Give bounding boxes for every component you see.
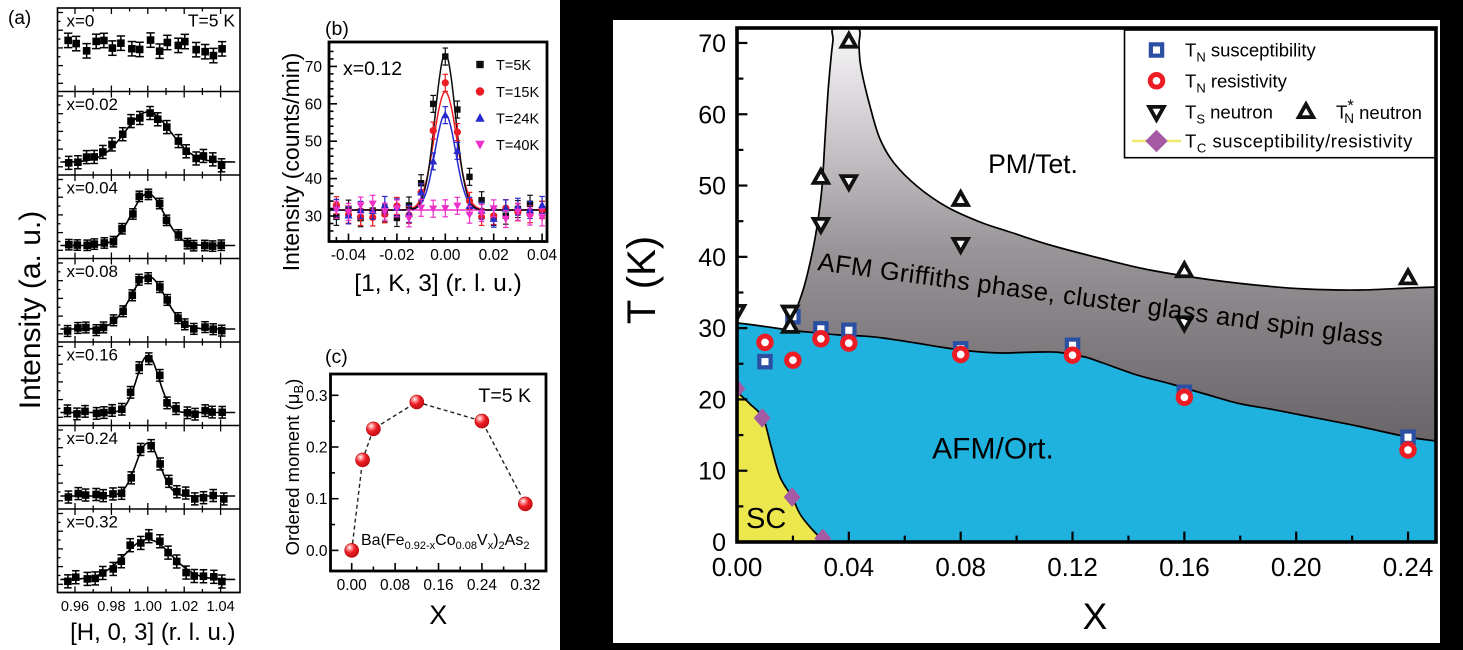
- svg-text:Intensity (a. u.): Intensity (a. u.): [14, 211, 47, 409]
- svg-text:0.08: 0.08: [380, 577, 410, 594]
- svg-text:0.16: 0.16: [423, 577, 453, 594]
- svg-text:T=5 K: T=5 K: [188, 11, 236, 31]
- svg-text:0.0: 0.0: [306, 543, 328, 560]
- svg-text:SC: SC: [746, 503, 786, 535]
- svg-text:0.32: 0.32: [510, 577, 540, 594]
- svg-text:AFM/Ort.: AFM/Ort.: [932, 433, 1054, 466]
- svg-text:60: 60: [305, 96, 323, 113]
- svg-text:x=0.32: x=0.32: [67, 513, 119, 532]
- svg-text:x=0.08: x=0.08: [67, 262, 119, 281]
- svg-text:10: 10: [698, 458, 726, 486]
- svg-text:x=0.04: x=0.04: [67, 179, 119, 198]
- svg-text:0.08: 0.08: [935, 552, 986, 582]
- svg-text:0.04: 0.04: [823, 552, 874, 582]
- svg-text:(a): (a): [8, 8, 31, 29]
- svg-text:T=5 K: T=5 K: [478, 385, 531, 407]
- svg-text:1.00: 1.00: [134, 599, 162, 615]
- svg-text:-0.04: -0.04: [331, 247, 367, 264]
- svg-text:0.24: 0.24: [467, 577, 498, 594]
- svg-text:TC susceptibility/resistivity: TC susceptibility/resistivity: [1185, 131, 1413, 156]
- svg-text:0.96: 0.96: [61, 599, 89, 615]
- svg-text:0.2: 0.2: [306, 440, 328, 457]
- svg-text:0.1: 0.1: [306, 491, 328, 508]
- svg-text:x=0.12: x=0.12: [343, 58, 402, 80]
- svg-text:0.20: 0.20: [1271, 552, 1322, 582]
- svg-text:0: 0: [712, 529, 726, 557]
- svg-text:0.3: 0.3: [306, 388, 328, 405]
- svg-text:(b): (b): [325, 18, 349, 40]
- svg-text:T=15K: T=15K: [496, 85, 539, 101]
- svg-text:(c): (c): [325, 346, 348, 368]
- svg-text:x=0.16: x=0.16: [67, 346, 119, 365]
- svg-text:30: 30: [698, 315, 726, 343]
- svg-text:40: 40: [698, 244, 726, 272]
- svg-text:x=0: x=0: [67, 12, 95, 31]
- svg-text:20: 20: [698, 386, 726, 414]
- svg-text:0.00: 0.00: [712, 552, 763, 582]
- svg-text:70: 70: [305, 59, 323, 76]
- svg-text:0.98: 0.98: [97, 599, 125, 615]
- svg-text:TN susceptibility: TN susceptibility: [1185, 40, 1316, 65]
- svg-text:60: 60: [698, 101, 726, 129]
- svg-text:T=5K: T=5K: [496, 58, 531, 74]
- svg-text:-0.02: -0.02: [379, 247, 414, 264]
- svg-text:x=0.02: x=0.02: [67, 95, 119, 114]
- svg-text:0.02: 0.02: [479, 247, 509, 264]
- svg-text:X: X: [429, 600, 447, 630]
- svg-text:x=0.24: x=0.24: [67, 429, 119, 448]
- svg-text:1.04: 1.04: [206, 599, 234, 615]
- svg-text:50: 50: [698, 173, 726, 201]
- svg-text:40: 40: [305, 171, 323, 188]
- svg-text:0.16: 0.16: [1159, 552, 1210, 582]
- svg-text:[1, K, 3] (r. l. u.): [1, K, 3] (r. l. u.): [354, 270, 521, 297]
- svg-text:X: X: [1083, 596, 1108, 637]
- svg-text:0.00: 0.00: [430, 247, 461, 264]
- svg-text:0.04: 0.04: [527, 247, 558, 264]
- svg-text:T=24K: T=24K: [496, 112, 539, 128]
- svg-text:PM/Tet.: PM/Tet.: [988, 149, 1078, 179]
- svg-text:Ordered moment (μB): Ordered moment (μB): [282, 379, 306, 556]
- svg-text:50: 50: [305, 134, 323, 151]
- svg-text:Intensity (counts/min): Intensity (counts/min): [278, 53, 304, 272]
- svg-text:Ba(Fe0.92-xCo0.08Vx)2As2: Ba(Fe0.92-xCo0.08Vx)2As2: [361, 532, 529, 552]
- svg-text:0.24: 0.24: [1383, 552, 1434, 582]
- svg-text:T=40K: T=40K: [496, 138, 539, 154]
- svg-text:1.02: 1.02: [170, 599, 198, 615]
- svg-text:0.00: 0.00: [337, 577, 368, 594]
- svg-text:70: 70: [698, 30, 726, 58]
- svg-text:T (K): T (K): [620, 236, 664, 324]
- svg-text:30: 30: [305, 209, 323, 226]
- svg-text:[H, 0, 3] (r. l. u.): [H, 0, 3] (r. l. u.): [70, 619, 235, 646]
- svg-text:T*N neutron: T* N neutron: [1336, 97, 1422, 126]
- svg-text:0.12: 0.12: [1047, 552, 1098, 582]
